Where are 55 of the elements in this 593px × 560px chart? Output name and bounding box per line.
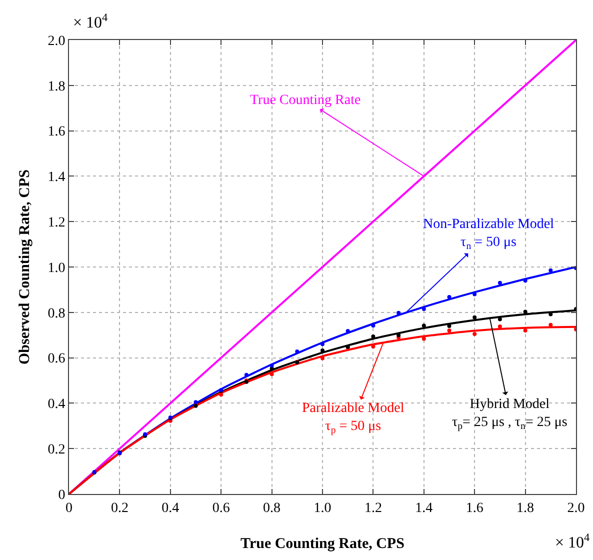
point xyxy=(498,324,502,328)
point xyxy=(523,328,528,333)
point xyxy=(194,400,198,404)
y-tick-label: 0.4 xyxy=(48,397,66,412)
y-tick-label: 0.8 xyxy=(48,306,66,322)
point xyxy=(422,324,426,328)
point xyxy=(219,392,224,397)
point xyxy=(371,324,376,328)
point xyxy=(498,317,502,322)
y-tick-label: 2.0 xyxy=(48,34,66,49)
point xyxy=(548,268,553,272)
point xyxy=(447,324,452,328)
x-tick-label: 2.0 xyxy=(567,500,585,516)
annotation: Paralizable Model τ$_{p}$ = 50 μs xyxy=(302,401,404,436)
x-tick-label: 0.4 xyxy=(162,500,180,516)
point xyxy=(548,322,553,327)
y-tick-label: 1.8 xyxy=(48,79,66,94)
annotation: Hybrid Model τ$_{p}$= 25 μs , τ$_{n}$= 25 μs xyxy=(452,397,568,432)
y-tick-label: 1.2 xyxy=(48,216,66,230)
x-axis-title: True Counting Rate, CPS xyxy=(240,536,404,552)
point xyxy=(371,334,376,338)
point xyxy=(472,315,477,320)
point xyxy=(472,332,477,336)
y-tick-label: 1.0 xyxy=(48,260,66,276)
point xyxy=(422,307,426,311)
x-tick-label: 1.0 xyxy=(314,500,332,516)
x-tick-label: 1.2 xyxy=(364,500,382,516)
point xyxy=(396,310,401,315)
point xyxy=(498,280,502,285)
x-tick-label: 1.6 xyxy=(466,500,484,516)
point xyxy=(320,356,324,360)
point xyxy=(523,310,528,314)
y-tick-label: 0 xyxy=(58,488,66,503)
y-tick-label: 0.6 xyxy=(48,352,66,367)
point xyxy=(422,336,426,341)
y-tick-label: 1.6 xyxy=(48,124,66,140)
point xyxy=(447,294,452,299)
point xyxy=(270,372,274,376)
text: × 10$^{4}$ xyxy=(555,532,590,552)
x-tick-label: 0.6 xyxy=(212,500,230,516)
point xyxy=(295,349,300,354)
x-tick-label: 1.8 xyxy=(516,500,534,516)
x-tick-label: 0.8 xyxy=(263,500,281,516)
annotation: True Counting Rate xyxy=(250,93,361,108)
point xyxy=(244,372,248,377)
point xyxy=(270,364,274,368)
x-tick-label: 0.2 xyxy=(110,500,128,516)
text: × 10$^{4}$ xyxy=(73,12,108,32)
annotation: Non-Paralizable Model τ$_{n}$ = 50 μs xyxy=(423,217,554,252)
x-tick-label: 1.4 xyxy=(415,500,433,516)
point xyxy=(472,292,477,296)
point xyxy=(447,328,452,333)
y-tick-label: 1.4 xyxy=(48,170,66,186)
y-tick-label: 0.2 xyxy=(48,442,66,458)
y-axis-title: Observed Counting Rate, CPS xyxy=(16,169,33,365)
